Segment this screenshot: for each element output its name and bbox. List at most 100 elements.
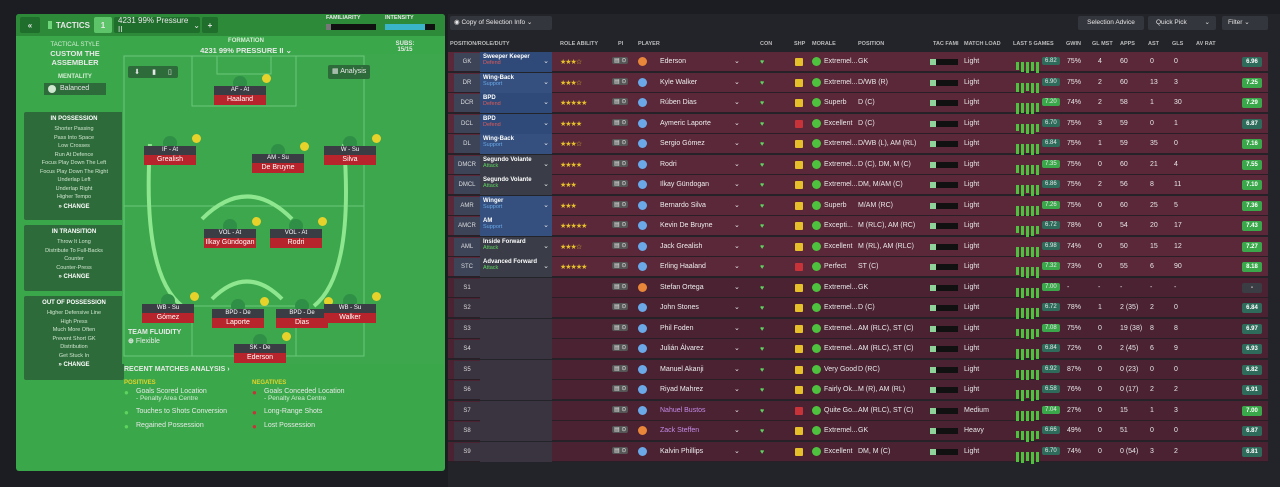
chevron-down-icon[interactable]: ⌄ bbox=[734, 345, 740, 352]
table-row[interactable]: S6 ▤ ⊙ Riyad Mahrez ⌄ ♥ Fairly Ok... M (R), AM… bbox=[448, 380, 1268, 402]
chevron-down-icon[interactable]: ⌄ bbox=[734, 78, 740, 86]
role-duty[interactable]: AM Support ⌄ bbox=[480, 216, 552, 236]
chevron-down-icon[interactable]: ⌄ bbox=[543, 181, 549, 188]
player-name[interactable]: Bernardo Silva bbox=[660, 201, 706, 209]
column-header[interactable]: CON bbox=[760, 41, 773, 47]
player-instructions-icon[interactable]: ▤ ⊙ bbox=[612, 118, 629, 126]
chevron-down-icon[interactable]: ⌄ bbox=[734, 140, 740, 147]
table-row[interactable]: S1 ▤ ⊙ Stefan Ortega ⌄ ♥ Extremel... GK Light 7.… bbox=[448, 277, 1268, 300]
column-header[interactable]: ROLE ABILITY bbox=[560, 41, 598, 47]
player-instructions-icon[interactable]: ▤ ⊙ bbox=[612, 282, 629, 290]
pitch-player[interactable]: BPD - De Dias bbox=[276, 297, 333, 328]
chevron-down-icon[interactable]: ⌄ bbox=[543, 263, 549, 270]
player-instructions-icon[interactable]: ▤ ⊙ bbox=[612, 241, 629, 249]
player-instructions-icon[interactable]: ▤ ⊙ bbox=[612, 159, 629, 167]
player-instructions-icon[interactable]: ▤ ⊙ bbox=[612, 446, 629, 454]
swap-icon[interactable] bbox=[318, 217, 327, 226]
chevron-down-icon[interactable]: ⌄ bbox=[543, 140, 549, 147]
player-instructions-icon[interactable]: ▤ ⊙ bbox=[612, 77, 629, 85]
column-header[interactable]: AV RAT bbox=[1196, 41, 1216, 47]
table-row[interactable]: DMCL Segundo Volante Attack ⌄ ★★★ ▤ ⊙ Ilkay Gü… bbox=[448, 175, 1268, 197]
chevron-down-icon[interactable]: ⌄ bbox=[734, 119, 740, 127]
swap-icon[interactable] bbox=[190, 292, 199, 301]
pitch-player[interactable]: W - Su Silva bbox=[324, 134, 381, 165]
chevron-down-icon[interactable]: ⌄ bbox=[734, 99, 740, 106]
player-name[interactable]: Aymeric Laporte bbox=[660, 119, 711, 127]
role-duty[interactable]: Inside Forward Attack ⌄ bbox=[480, 236, 552, 257]
in-transition-change-button[interactable]: » CHANGE bbox=[58, 274, 90, 280]
view-dropdown[interactable]: ◉ Copy of Selection Info ⌄ bbox=[450, 16, 552, 30]
player-name[interactable]: Ederson bbox=[660, 58, 687, 65]
column-header[interactable]: POSITION/ROLE/DUTY bbox=[450, 41, 510, 47]
column-header[interactable]: GL MST bbox=[1092, 41, 1113, 47]
tactical-style-value[interactable]: CUSTOM THE ASSEMBLER bbox=[50, 49, 100, 67]
chevron-down-icon[interactable]: ⌄ bbox=[734, 406, 740, 414]
swap-icon[interactable] bbox=[324, 297, 333, 306]
table-row[interactable]: S9 ▤ ⊙ Kalvin Phillips ⌄ ♥ Excellent DM, M (C)… bbox=[448, 441, 1268, 464]
player-instructions-icon[interactable]: ▤ ⊙ bbox=[612, 221, 629, 228]
role-duty[interactable]: Wing-Back Support ⌄ bbox=[480, 134, 552, 154]
role-duty[interactable]: Wing-Back Support ⌄ bbox=[480, 72, 552, 93]
bar-chart-icon[interactable]: ▮ bbox=[152, 69, 156, 76]
role-duty[interactable]: BPD Defend ⌄ bbox=[480, 93, 552, 113]
formation-select[interactable]: 4231 99% PRESSURE II ⌄ bbox=[126, 46, 366, 55]
player-name[interactable]: Kyle Walker bbox=[660, 78, 698, 86]
table-row[interactable]: DMCR Segundo Volante Attack ⌄ ★★★★ ▤ ⊙ Rodri ⌄ ♥… bbox=[448, 154, 1268, 177]
swap-icon[interactable] bbox=[192, 134, 201, 143]
column-header[interactable]: PLAYER bbox=[638, 41, 660, 47]
add-tactic-button[interactable]: + bbox=[202, 17, 218, 33]
player-name[interactable]: Zack Steffen bbox=[660, 427, 700, 434]
column-header[interactable]: MATCH LOAD bbox=[964, 41, 1001, 47]
role-duty[interactable]: Segundo Volante Attack ⌄ bbox=[480, 154, 552, 175]
chevron-down-icon[interactable]: ⌄ bbox=[543, 78, 549, 86]
player-instructions-icon[interactable]: ▤ ⊙ bbox=[612, 57, 629, 64]
chevron-down-icon[interactable]: ⌄ bbox=[543, 242, 549, 250]
chevron-down-icon[interactable]: ⌄ bbox=[543, 99, 549, 106]
chevron-down-icon[interactable]: ⌄ bbox=[734, 386, 740, 393]
player-instructions-icon[interactable]: ▤ ⊙ bbox=[612, 364, 629, 372]
table-row[interactable]: DCL BPD Defend ⌄ ★★★★ ▤ ⊙ Aymeric Laporte ⌄ ♥ Exc… bbox=[448, 113, 1268, 135]
role-duty[interactable]: Segundo Volante Attack ⌄ bbox=[480, 175, 552, 195]
chevron-down-icon[interactable]: ⌄ bbox=[734, 283, 740, 291]
player-instructions-icon[interactable]: ▤ ⊙ bbox=[612, 139, 629, 146]
chevron-down-icon[interactable]: ⌄ bbox=[734, 447, 740, 455]
selection-advice-button[interactable]: Selection Advice bbox=[1078, 16, 1144, 30]
chevron-down-icon[interactable]: ⌄ bbox=[734, 222, 740, 229]
swap-icon[interactable] bbox=[252, 217, 261, 226]
player-name[interactable]: Riyad Mahrez bbox=[660, 386, 704, 393]
chevron-down-icon[interactable]: ⌄ bbox=[734, 160, 740, 168]
pitch-player[interactable]: IF - At Grealish bbox=[144, 134, 201, 165]
recent-matches-link[interactable]: RECENT MATCHES ANALYSIS › bbox=[124, 366, 230, 373]
swap-icon[interactable] bbox=[260, 297, 269, 306]
table-row[interactable]: S4 ▤ ⊙ Julián Álvarez ⌄ ♥ Extremel... AM (RLC)… bbox=[448, 339, 1268, 361]
tactics-tab[interactable]: TACTICS bbox=[46, 17, 90, 33]
analysis-button[interactable]: ▦ Analysis bbox=[328, 65, 370, 79]
chevron-down-icon[interactable]: ⌄ bbox=[734, 365, 740, 373]
player-name[interactable]: Jack Grealish bbox=[660, 242, 703, 250]
column-header[interactable]: TAC FAMI bbox=[933, 41, 959, 47]
chevron-down-icon[interactable]: ⌄ bbox=[543, 58, 549, 65]
swap-icon[interactable] bbox=[372, 134, 381, 143]
table-row[interactable]: STC Advanced Forward Attack ⌄ ★★★★★ ▤ ⊙ Erling… bbox=[448, 257, 1268, 279]
table-row[interactable]: GK Sweeper Keeper Defend ⌄ ★★★☆ ▤ ⊙ Ederson ⌄ ♥ E… bbox=[448, 52, 1268, 74]
column-header[interactable]: AST bbox=[1148, 41, 1159, 47]
pitch-player[interactable]: VOL - At Ilkay Gündogan bbox=[204, 217, 261, 248]
player-name[interactable]: Kevin De Bruyne bbox=[660, 222, 713, 229]
swap-icon[interactable] bbox=[300, 142, 309, 151]
pitch-player[interactable]: SK - De Ederson bbox=[234, 332, 291, 363]
table-row[interactable]: S2 ▤ ⊙ John Stones ⌄ ♥ Extremel... D (C) Light 6… bbox=[448, 298, 1268, 320]
pitch-player[interactable]: AM - Su De Bruyne bbox=[252, 142, 309, 173]
player-name[interactable]: Manuel Akanji bbox=[660, 365, 704, 373]
column-header[interactable]: PI bbox=[618, 41, 624, 47]
chevron-down-icon[interactable]: ⌄ bbox=[543, 119, 549, 127]
chevron-down-icon[interactable]: ⌄ bbox=[734, 324, 740, 332]
player-name[interactable]: Julián Álvarez bbox=[660, 345, 704, 352]
column-header[interactable]: SHP bbox=[794, 41, 806, 47]
player-name[interactable]: Nahuel Bustos bbox=[660, 406, 706, 414]
pitch-player[interactable]: VOL - At Rodri bbox=[270, 217, 327, 248]
out-of-possession-change-button[interactable]: » CHANGE bbox=[58, 362, 90, 368]
player-name[interactable]: Phil Foden bbox=[660, 324, 694, 332]
filter-button[interactable]: Filter ⌄ bbox=[1222, 16, 1268, 30]
chevron-down-icon[interactable]: ⌄ bbox=[734, 304, 740, 311]
chevron-down-icon[interactable]: ⌄ bbox=[543, 222, 549, 229]
